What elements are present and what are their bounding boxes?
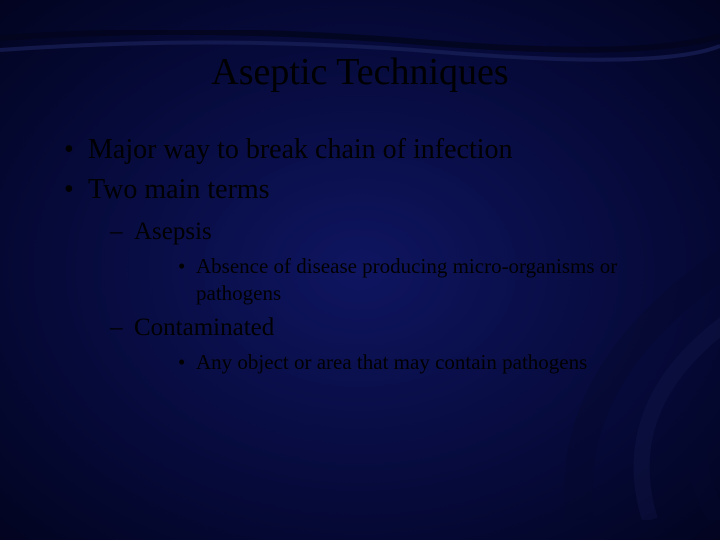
- list-item: Two main terms Asepsis Absence of diseas…: [60, 172, 660, 376]
- bullet-sublist: Asepsis Absence of disease producing mic…: [88, 215, 660, 376]
- list-item: Any object or area that may contain path…: [134, 349, 660, 376]
- list-item: Contaminated Any object or area that may…: [88, 311, 660, 376]
- list-item-text: Major way to break chain of infection: [88, 134, 513, 165]
- slide: Aseptic Techniques Major way to break ch…: [0, 0, 720, 540]
- list-item-text: Two main terms: [88, 174, 270, 205]
- list-item-text: Contaminated: [134, 314, 274, 341]
- list-item: Major way to break chain of infection: [60, 132, 660, 168]
- list-item: Absence of disease producing micro-organ…: [134, 253, 660, 308]
- bullet-list: Major way to break chain of infection Tw…: [60, 132, 660, 376]
- list-item: Asepsis Absence of disease producing mic…: [88, 215, 660, 307]
- list-item-text: Absence of disease producing micro-organ…: [196, 254, 617, 305]
- slide-title: Aseptic Techniques: [60, 50, 660, 94]
- list-item-text: Any object or area that may contain path…: [196, 350, 587, 374]
- bullet-subsublist: Any object or area that may contain path…: [134, 349, 660, 376]
- list-item-text: Asepsis: [134, 218, 212, 245]
- bullet-subsublist: Absence of disease producing micro-organ…: [134, 253, 660, 308]
